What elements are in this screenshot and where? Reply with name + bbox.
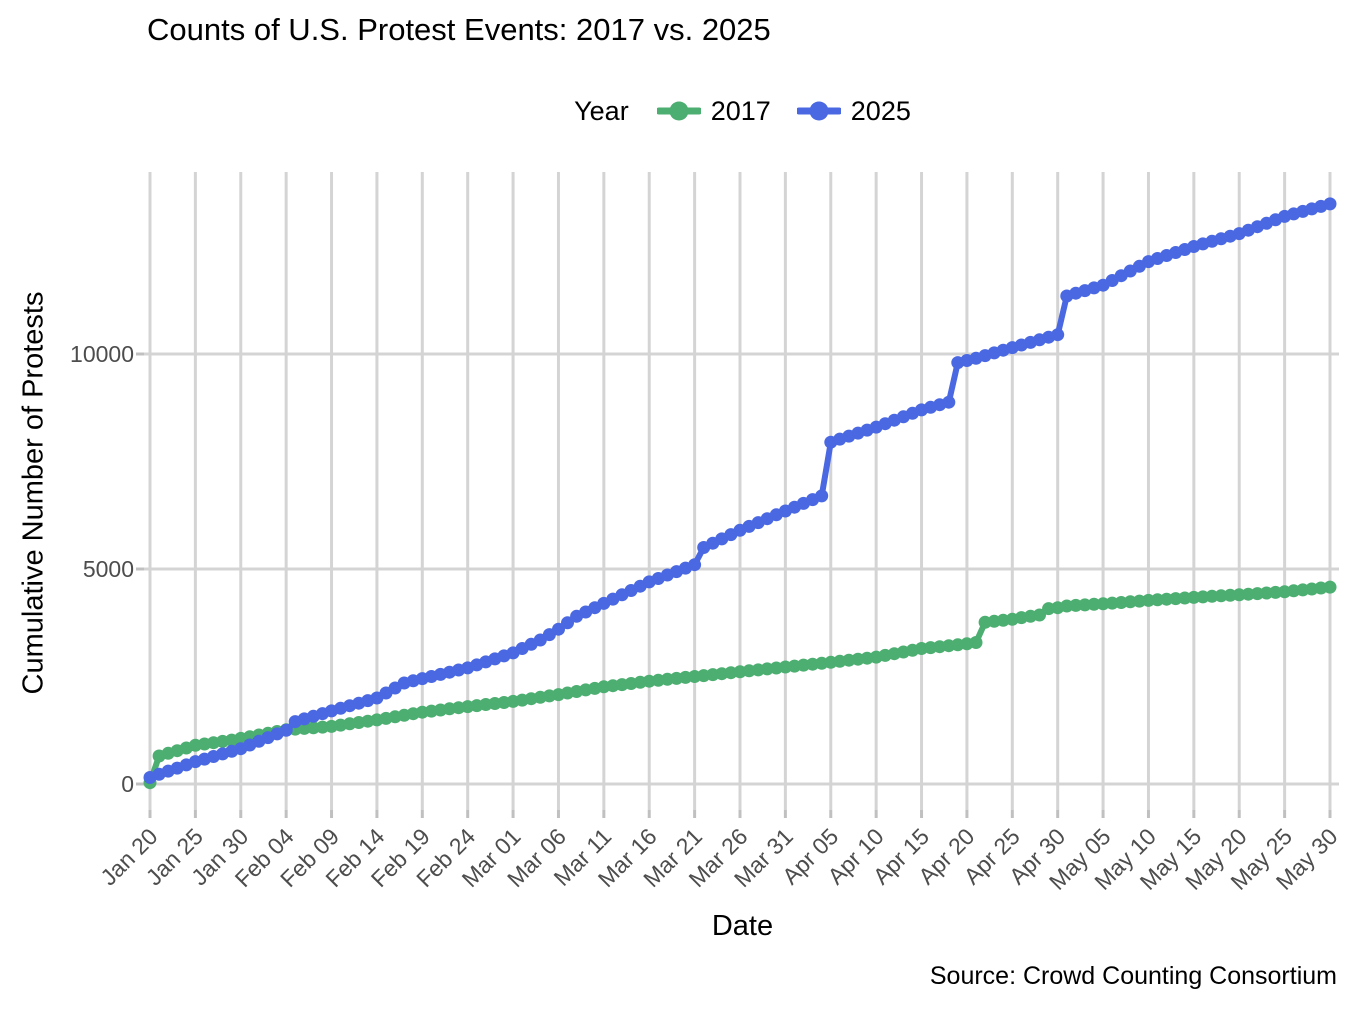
series-2025-point — [942, 395, 956, 409]
legend-item-2017: 2017 — [656, 95, 771, 127]
legend-key-dot — [669, 101, 689, 121]
y-tick-label: 5000 — [83, 556, 134, 582]
legend-title: Year — [574, 95, 629, 126]
legend-key-2017-icon — [656, 101, 701, 121]
series-2025-point — [688, 558, 702, 572]
source-caption: Source: Crowd Counting Consortium — [929, 962, 1337, 990]
series-2025-point — [1051, 328, 1065, 342]
series-2025-point — [279, 723, 293, 737]
series-2025-point — [552, 622, 565, 636]
series-2017-point — [1323, 580, 1337, 594]
y-tick-label: 0 — [121, 771, 134, 797]
page-title: Counts of U.S. Protest Events: 2017 vs. … — [147, 12, 771, 47]
legend: Year 2017 2025 — [150, 88, 1335, 134]
y-axis-title: Cumulative Number of Protests — [17, 291, 50, 695]
series-2025-point — [1323, 197, 1337, 211]
series-2025-point — [561, 616, 574, 630]
legend-label-2025: 2025 — [850, 95, 911, 126]
y-tick-label: 10000 — [70, 341, 134, 367]
series-2025-point — [815, 489, 829, 503]
legend-key-dot — [809, 101, 829, 121]
legend-item-2025: 2025 — [796, 95, 911, 127]
legend-label-2017: 2017 — [710, 95, 771, 126]
x-axis-title: Date — [711, 910, 774, 942]
series-2017-point — [1033, 608, 1046, 622]
series-2017-point — [969, 636, 983, 649]
legend-key-2025-icon — [796, 101, 841, 121]
